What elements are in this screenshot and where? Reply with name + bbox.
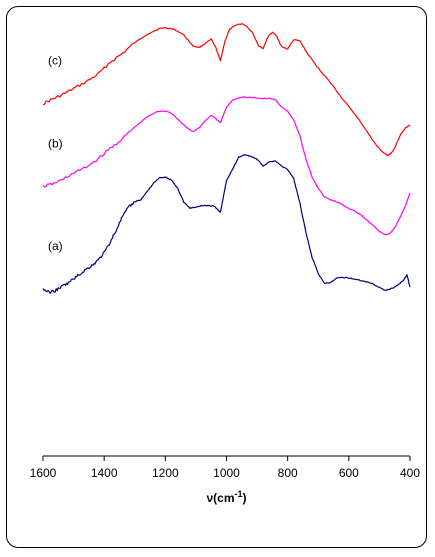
x-tick-label: 400: [400, 466, 420, 480]
x-tick-label: 800: [278, 466, 298, 480]
x-tick-label: 1600: [30, 466, 57, 480]
x-axis-title: ν(cm-1): [206, 489, 246, 505]
curve-label-a: (a): [48, 239, 63, 253]
series-line-b: [42, 96, 411, 236]
x-axis-title-suffix: ): [243, 491, 247, 505]
x-axis-title-superscript: -1: [235, 489, 243, 499]
curve-label-c: (c): [48, 54, 62, 68]
x-tick-label: 600: [339, 466, 359, 480]
x-tick-layer: 1600 1400 1200 1000 800 600 400: [30, 456, 420, 480]
curve-label-b: (b): [48, 136, 63, 150]
series-line-a: [42, 154, 411, 294]
x-axis-title-main: ν(cm: [206, 491, 234, 505]
series-line-c: [42, 23, 411, 157]
x-tick-label: 1400: [91, 466, 118, 480]
curve-label-layer: (c) (b) (a): [48, 54, 63, 253]
x-tick-label: 1200: [152, 466, 179, 480]
x-tick-label: 1000: [213, 466, 240, 480]
series-layer: [42, 23, 411, 294]
